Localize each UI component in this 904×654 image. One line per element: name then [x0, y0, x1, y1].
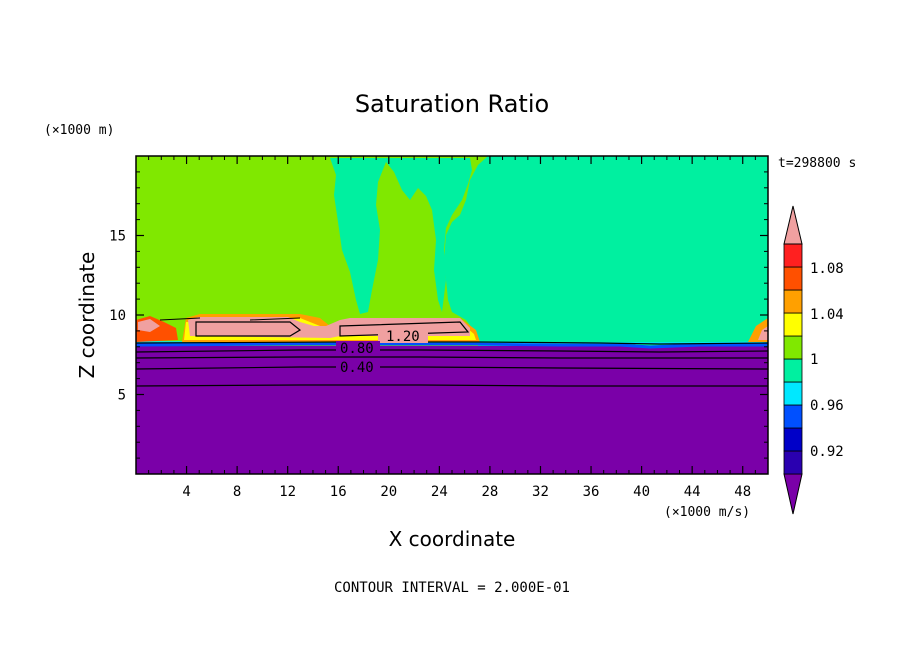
- colorbar-segment: [783, 243, 803, 268]
- colorbar-top-arrow: [783, 205, 803, 245]
- contour-label-0p80: 0.80: [340, 341, 374, 357]
- colorbar-label: 0.92: [810, 444, 844, 460]
- y-tick-label: 15: [109, 229, 126, 245]
- x-axis: 4 8 12 16 20 24 28 32 36 40 44 48: [148, 156, 756, 500]
- colorbar-segment: [783, 427, 803, 452]
- contour-line-0p80: [136, 349, 768, 353]
- colorbar-label: 0.96: [810, 398, 844, 414]
- region-upper-left: [136, 156, 488, 346]
- footer-contour-interval: CONTOUR INTERVAL = 2.000E-01: [334, 580, 570, 596]
- chart-title: Saturation Ratio: [355, 90, 549, 118]
- colorbar: 1.08 1.04 1 0.96 0.92: [783, 205, 844, 515]
- region-lower: [136, 346, 768, 474]
- contour-line-0p20: [136, 384, 768, 387]
- x-axis-label: X coordinate: [389, 527, 516, 551]
- region-mid-intrusion: [330, 158, 472, 314]
- contour-label-bg-0p40: [336, 360, 380, 374]
- x-tick-label: 28: [481, 484, 498, 500]
- colorbar-segment: [783, 381, 803, 406]
- colorbar-segment: [783, 404, 803, 429]
- contour-labels: 1.20 0.80 0.40: [336, 329, 428, 376]
- contour-field: [136, 156, 768, 474]
- x-tick-label: 48: [734, 484, 751, 500]
- colorbar-label: 1.04: [810, 307, 844, 323]
- colorbar-segment: [783, 358, 803, 383]
- colorbar-segment: [783, 289, 803, 314]
- contour-label-1p20: 1.20: [386, 329, 420, 345]
- contour-line-0p60: [136, 356, 768, 359]
- x-unit-label: (×1000 m/s): [664, 505, 750, 520]
- x-tick-label: 12: [279, 484, 296, 500]
- right-edge-patch-inner: [758, 326, 768, 340]
- x-tick-label: 44: [684, 484, 701, 500]
- time-label: t=298800 s: [778, 156, 856, 171]
- contour-label-0p40: 0.40: [340, 360, 374, 376]
- x-tick-label: 40: [633, 484, 650, 500]
- x-tick-label: 20: [380, 484, 397, 500]
- y-axis: 5 10 15: [109, 171, 768, 459]
- contour-line-1p00: [136, 341, 768, 345]
- colorbar-label: 1: [810, 352, 818, 368]
- transition-band: [136, 342, 768, 349]
- contour-label-bg-0p80: [336, 341, 380, 355]
- colorbar-label: 1.08: [810, 261, 844, 277]
- colorbar-segment: [783, 450, 803, 475]
- contour-label-bg-1p20: [378, 329, 428, 343]
- y-tick-label: 5: [118, 388, 126, 404]
- x-tick-label: 16: [330, 484, 347, 500]
- contour-line-upper: [159, 317, 301, 321]
- colorbar-segment: [783, 312, 803, 337]
- contour-line-0p40: [136, 366, 768, 370]
- y-unit-label: (×1000 m): [44, 123, 114, 138]
- colorbar-bottom-arrow: [783, 473, 803, 515]
- x-tick-label: 32: [532, 484, 549, 500]
- left-edge-patch-inner: [138, 319, 160, 332]
- contour-line-1p20: [195, 321, 470, 337]
- colorbar-segment: [783, 335, 803, 360]
- y-tick-label: 10: [109, 308, 126, 324]
- colorbar-segment: [783, 266, 803, 291]
- y-axis-label: Z coordinate: [75, 252, 99, 379]
- x-tick-label: 4: [182, 484, 190, 500]
- x-tick-label: 36: [583, 484, 600, 500]
- x-tick-label: 8: [233, 484, 241, 500]
- x-tick-label: 24: [431, 484, 448, 500]
